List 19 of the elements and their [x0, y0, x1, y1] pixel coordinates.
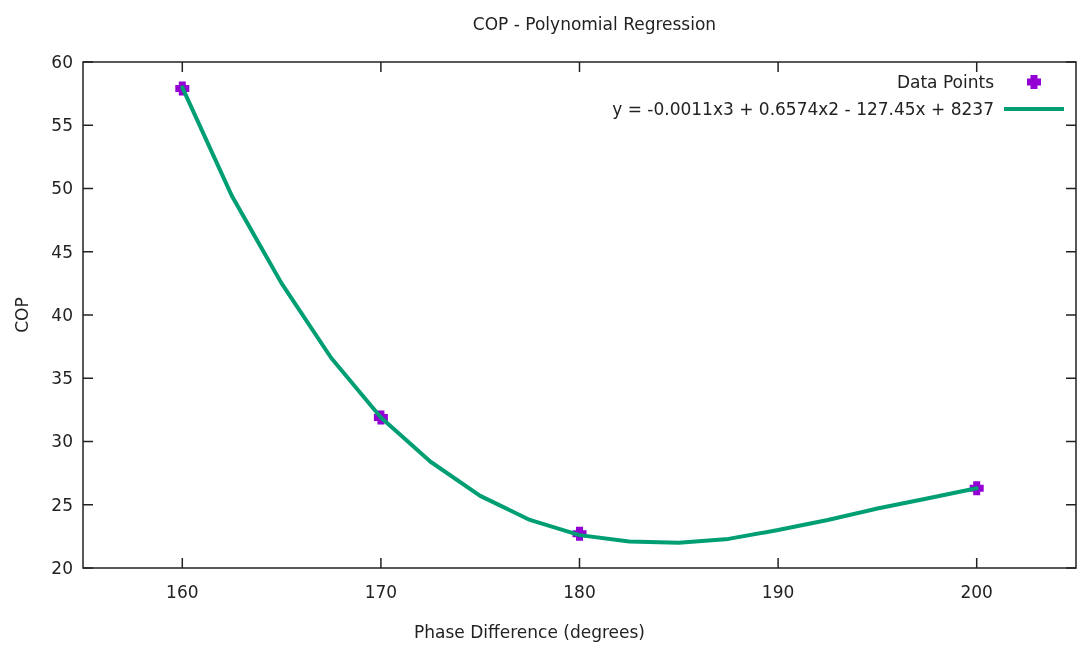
legend-label: Data Points	[896, 71, 995, 92]
chart-title: COP - Polynomial Regression	[472, 14, 717, 34]
y-tick-label: 20	[51, 557, 73, 578]
y-tick-label: 25	[51, 494, 73, 515]
y-tick-label: 30	[51, 431, 73, 452]
x-tick-label: 190	[761, 582, 795, 602]
y-tick-label: 55	[51, 115, 73, 136]
x-axis-title: Phase Difference (degrees)	[414, 622, 645, 642]
y-axis-title: COP	[12, 297, 32, 333]
x-tick-label: 180	[563, 582, 596, 602]
legend-label: y = -0.0011x3 + 0.6574x2 - 127.45x + 8237	[612, 98, 994, 119]
x-tick-label: 160	[166, 582, 199, 602]
y-tick-label: 50	[51, 178, 73, 199]
y-tick-label: 60	[51, 51, 73, 72]
x-tick-label: 200	[960, 582, 993, 602]
y-tick-label: 45	[51, 241, 73, 262]
y-tick-label: 40	[51, 304, 73, 325]
y-tick-label: 35	[51, 368, 73, 389]
x-tick-label: 170	[364, 582, 398, 602]
